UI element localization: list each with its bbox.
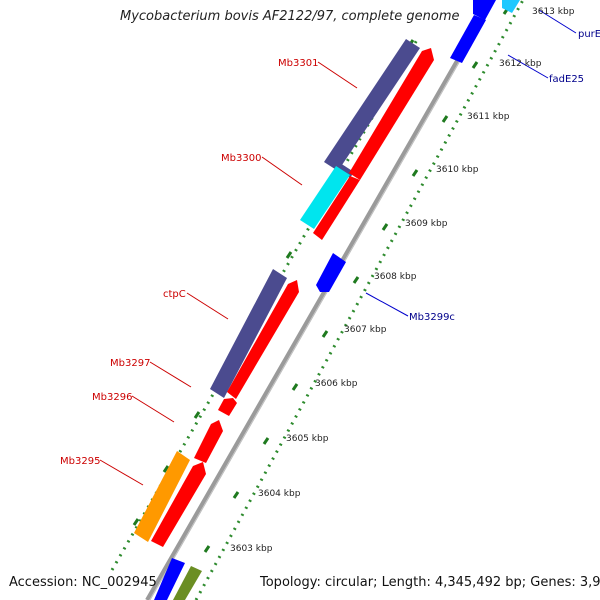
map-title: Mycobacterium bovis AF2122/97, complete … (120, 9, 460, 24)
tick-3613: 3613 kbp (532, 7, 575, 17)
feature-Mb3300-cog[interactable] (300, 166, 350, 229)
feature-ctpC-cds[interactable] (227, 280, 299, 399)
gene-label-Mb3297[interactable]: Mb3297 (110, 358, 150, 369)
accession-text: Accession: NC_002945 (9, 575, 157, 590)
feature-Mb3295-cds[interactable] (151, 462, 206, 547)
feature-Mb3301-cds[interactable] (349, 48, 434, 180)
feature-purE[interactable] (502, 0, 520, 13)
reverse-leader-lines (365, 9, 577, 317)
feature-Mb3295-cog[interactable] (134, 451, 190, 542)
genome-summary-text: Topology: circular; Length: 4,345,492 bp… (260, 575, 600, 590)
feature-Mb3300-cds[interactable] (313, 176, 360, 240)
tick-3605: 3605 kbp (286, 434, 329, 444)
feature-Mb3301-cog[interactable] (324, 39, 420, 171)
tick-3606: 3606 kbp (315, 379, 358, 389)
tick-3609: 3609 kbp (405, 219, 448, 229)
feature-Mb3296-cds[interactable] (194, 420, 223, 463)
gene-label-Mb3295[interactable]: Mb3295 (60, 456, 100, 467)
forward-leader-lines (99, 61, 358, 486)
feature-Mb3297-cds[interactable] (218, 398, 237, 416)
gene-label-Mb3299c[interactable]: Mb3299c (409, 312, 455, 323)
tick-3608: 3608 kbp (374, 272, 417, 282)
inner-tick-marks (203, 7, 510, 553)
gene-label-purE[interactable]: purE (578, 29, 600, 40)
tick-3607: 3607 kbp (344, 325, 387, 335)
feature-Mb3299c[interactable] (316, 253, 346, 292)
inner-dotted-track (194, 0, 525, 600)
feature-bottom-olive[interactable] (173, 566, 202, 600)
forward-gene-labels: Mb3301 Mb3300 ctpC Mb3297 Mb3296 Mb3295 (60, 58, 318, 467)
tick-3603: 3603 kbp (230, 544, 273, 554)
tick-3604: 3604 kbp (258, 489, 301, 499)
feature-Mb3300-cog-purple[interactable] (336, 163, 354, 178)
feature-ctpC-cog[interactable] (210, 269, 287, 398)
feature-top-blue-2[interactable] (473, 0, 496, 20)
tick-labels: 3613 kbp 3612 kbp 3611 kbp 3610 kbp 3609… (230, 7, 575, 554)
reverse-gene-labels: Mb3299c purE fadE25 (409, 29, 600, 323)
gene-label-fadE25[interactable]: fadE25 (549, 74, 584, 85)
gene-label-Mb3301[interactable]: Mb3301 (278, 58, 318, 69)
tick-3611: 3611 kbp (467, 112, 510, 122)
feature-bottom-blue[interactable] (154, 558, 185, 600)
genome-backbone (145, 0, 494, 600)
gene-label-Mb3296[interactable]: Mb3296 (92, 392, 132, 403)
tick-3610: 3610 kbp (436, 165, 479, 175)
gene-label-Mb3300[interactable]: Mb3300 (221, 153, 261, 164)
feature-top-blue[interactable] (450, 15, 486, 63)
tick-3612: 3612 kbp (499, 59, 542, 69)
gene-label-ctpC[interactable]: ctpC (163, 289, 186, 300)
